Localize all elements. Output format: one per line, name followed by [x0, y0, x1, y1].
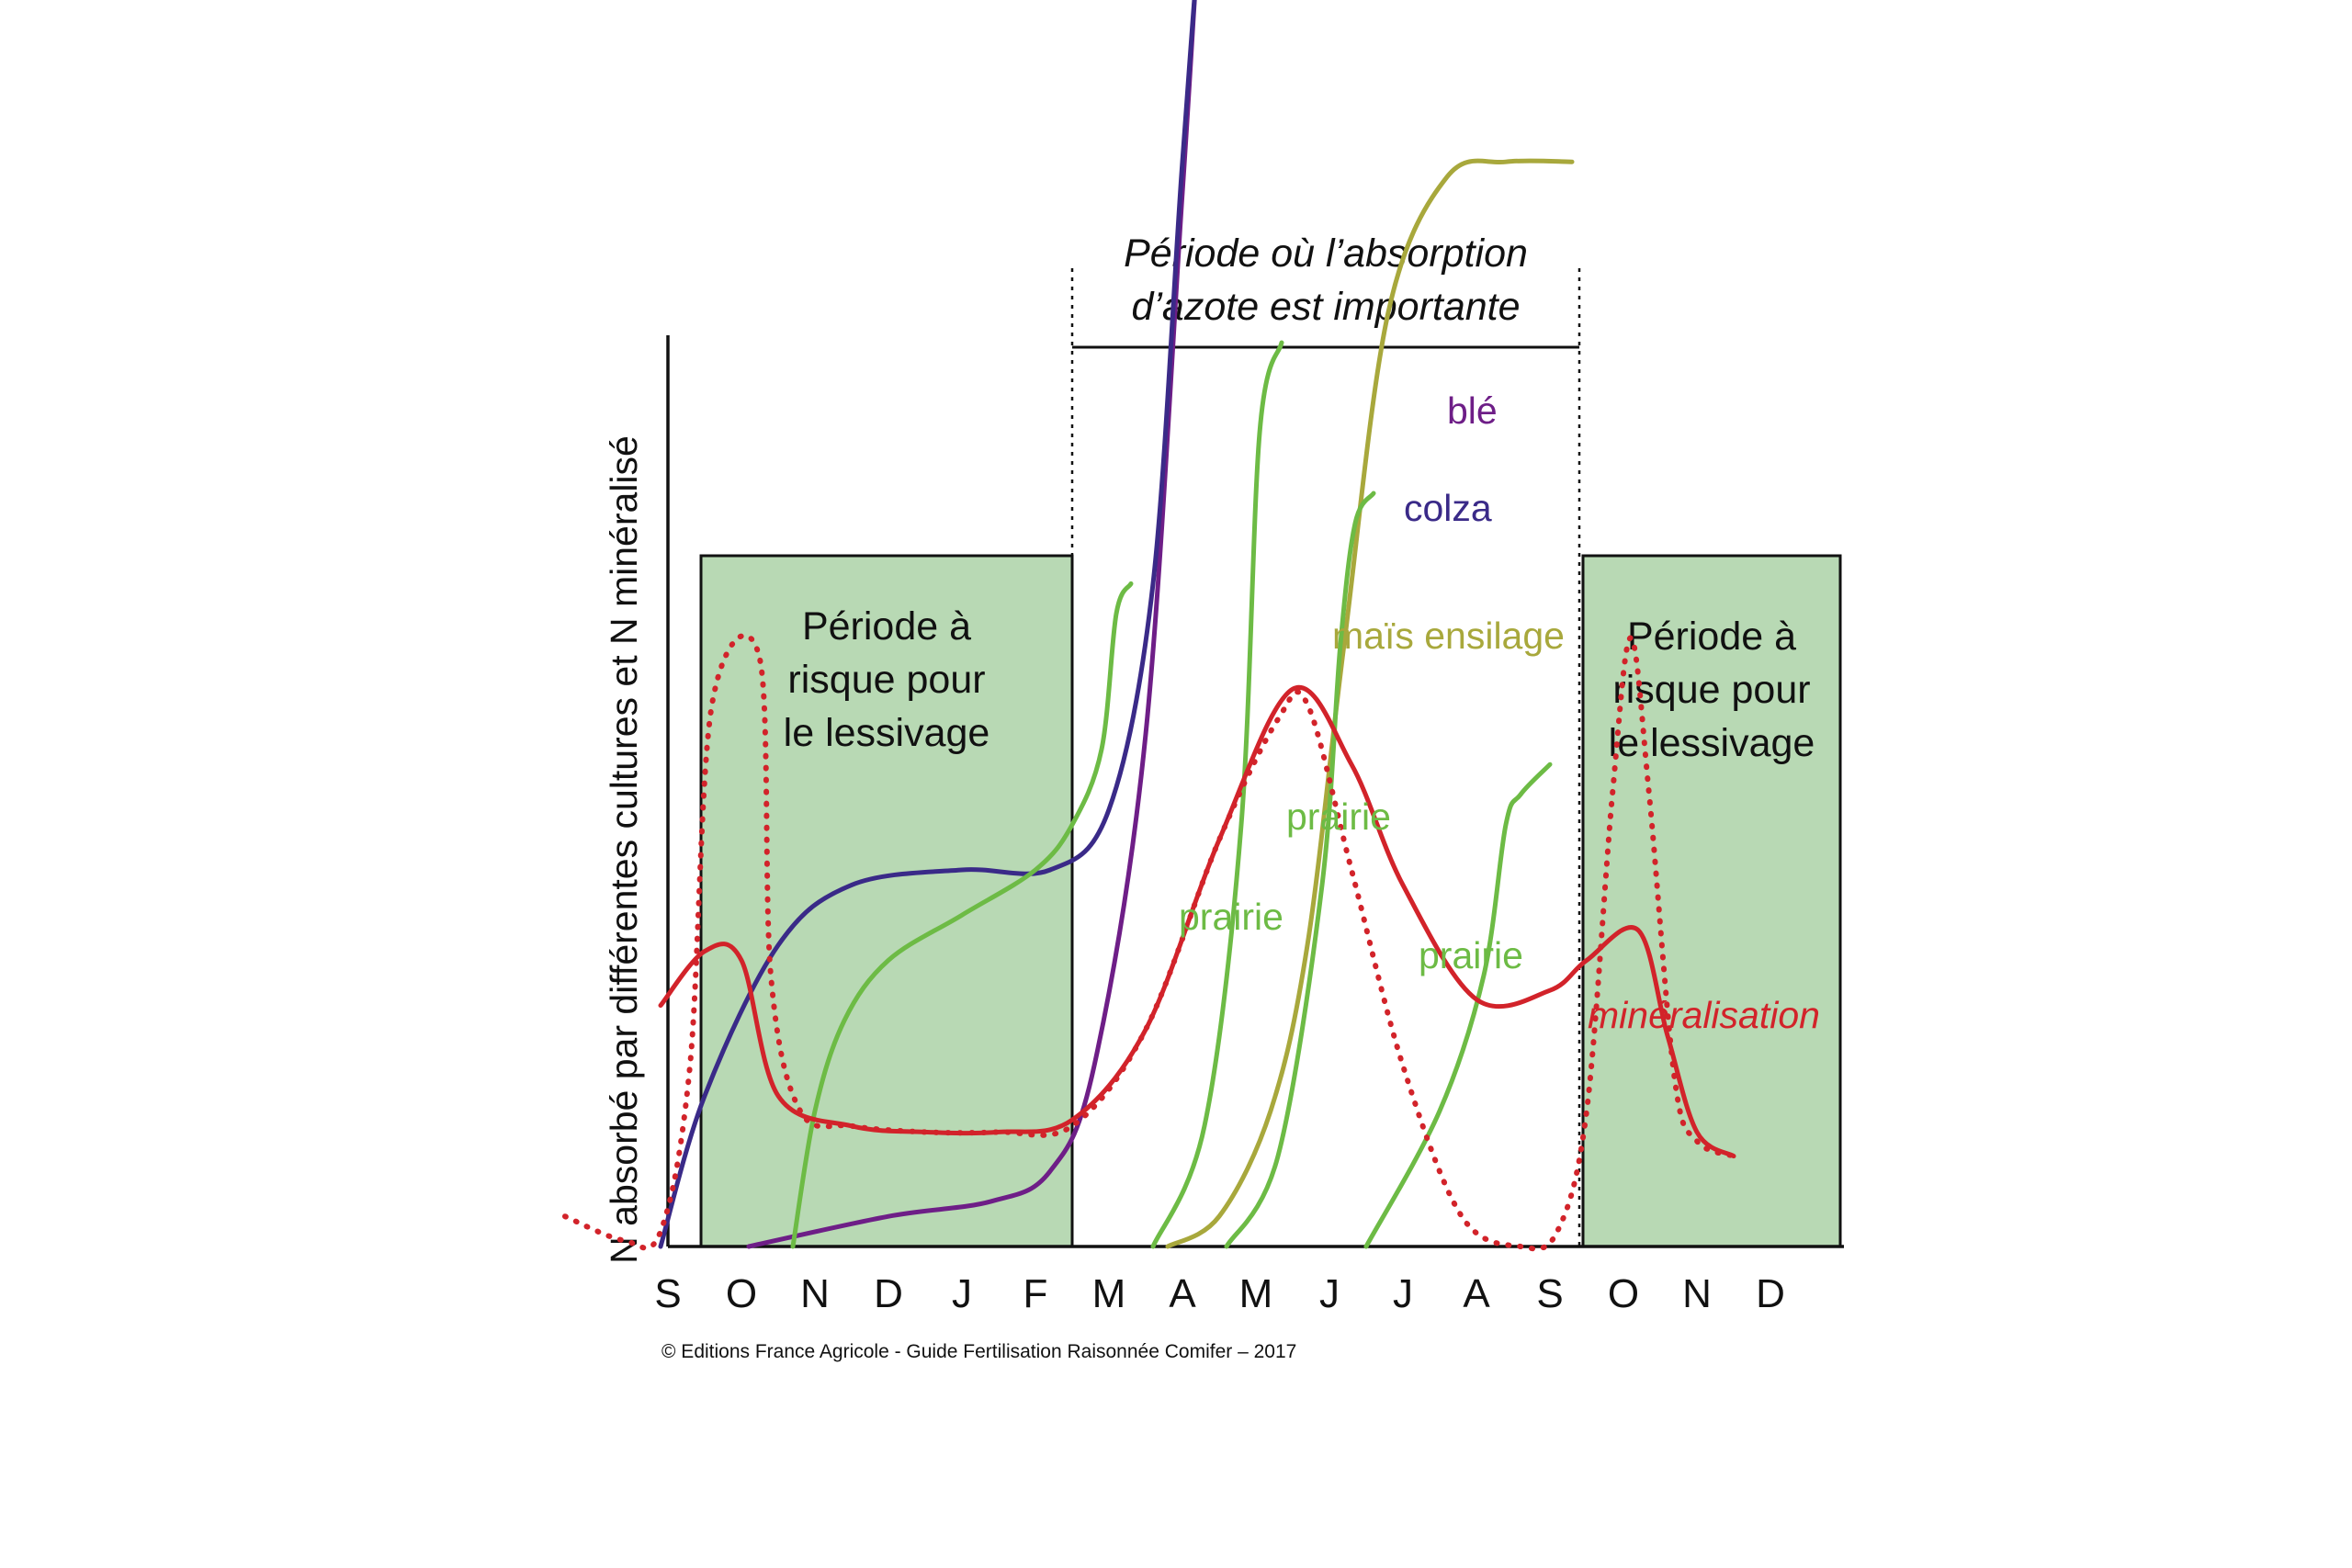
absorption-period-bracket: Période où l’absorption d’azote est impor…	[1070, 231, 1581, 1247]
label-prairie: prairie	[1286, 795, 1391, 838]
x-tick-label: N	[1682, 1271, 1712, 1316]
x-tick-label: D	[1756, 1271, 1785, 1316]
label-prairie: prairie	[1179, 896, 1283, 938]
x-tick-label: S	[1536, 1271, 1563, 1316]
x-tick-label: A	[1169, 1271, 1196, 1316]
label-colza: colza	[1404, 487, 1492, 529]
risk-period-label: risque pour	[787, 658, 985, 702]
label-prairie: prairie	[1419, 934, 1523, 976]
label-ble: blé	[1447, 389, 1498, 432]
x-tick-label: J	[952, 1271, 972, 1316]
x-tick-label: O	[1608, 1271, 1639, 1316]
series-line-mineralisation	[658, 684, 1736, 1159]
risk-period-label: Période à	[1627, 615, 1796, 659]
x-tick-label: O	[726, 1271, 757, 1316]
x-tick-label: M	[1239, 1271, 1273, 1316]
series-line-prairie	[1363, 761, 1553, 1249]
risk-period-box-2	[1581, 554, 1842, 1248]
label-mineralisation: minéralisation	[1588, 994, 1820, 1036]
series-line-prairie	[790, 581, 1134, 1249]
x-tick-label: A	[1463, 1271, 1490, 1316]
series-line-colza	[658, 0, 1197, 1249]
axes: S O N D J F M A M J J A S O N DN absorbé par différente…	[603, 335, 1844, 1316]
x-tick-label: J	[1319, 1271, 1340, 1316]
risk-periods-layer: Période à risque pour le lessivage Période …	[699, 554, 1842, 1248]
labels-layer: blé colza maïs ensilage prairie prairie prair…	[662, 389, 1820, 1362]
x-tick-label: N	[800, 1271, 830, 1316]
series-layer	[562, 0, 1736, 1252]
x-tick-label: D	[874, 1271, 903, 1316]
series-line-prairie	[1224, 491, 1376, 1249]
period-title: Période où l’absorption	[1124, 231, 1528, 276]
risk-period-label: Période à	[802, 604, 971, 649]
risk-period-label: risque pour	[1612, 668, 1810, 712]
series-line-mais-ensilage	[1165, 158, 1575, 1249]
series-line-ble	[746, 0, 1197, 1249]
series-line-prairie	[1150, 340, 1284, 1249]
risk-period-label: le lessivage	[1609, 721, 1815, 765]
period-title: d’azote est importante	[1131, 285, 1520, 329]
x-tick-label: F	[1023, 1271, 1048, 1316]
label-mais-ensilage: maïs ensilage	[1332, 615, 1565, 657]
y-axis-label: N absorbé par différentes cultures et N …	[603, 435, 645, 1264]
x-tick-label: S	[654, 1271, 681, 1316]
series-line-mineralisation-dotted	[562, 632, 1736, 1252]
risk-period-label: le lessivage	[784, 711, 990, 755]
x-tick-label: J	[1393, 1271, 1413, 1316]
x-tick-label: M	[1092, 1271, 1126, 1316]
copyright-note: © Editions France Agricole - Guide Ferti…	[662, 1341, 1296, 1362]
